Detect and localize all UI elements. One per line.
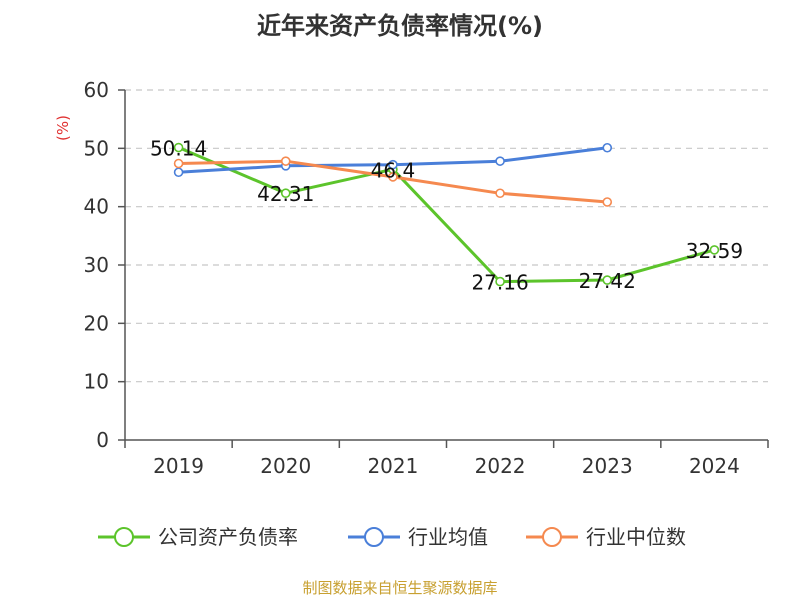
data-point-marker [173, 167, 184, 178]
data-label: 46.4 [371, 158, 416, 182]
legend-marker-icon [114, 527, 134, 547]
legend-marker-icon [364, 527, 384, 547]
data-point-marker [280, 188, 291, 198]
x-tick-label: 2020 [260, 454, 311, 478]
y-tick-label: 50 [84, 136, 109, 160]
data-label: 27.42 [579, 269, 636, 293]
y-tick-label: 60 [84, 78, 109, 102]
y-tick-label: 30 [84, 253, 109, 277]
data-label: 27.16 [471, 271, 528, 295]
x-tick-label: 2019 [153, 454, 204, 478]
y-tick-label: 0 [96, 428, 109, 452]
legend-label: 行业中位数 [586, 525, 686, 549]
data-label: 50.14 [150, 137, 207, 161]
x-tick-label: 2024 [689, 454, 740, 478]
y-tick-label: 10 [84, 370, 109, 394]
legend-marker-icon [542, 527, 562, 547]
data-point-marker [495, 188, 505, 199]
legend-label: 公司资产负债率 [158, 525, 298, 549]
legend: 公司资产负债率 行业均值 行业中位数 [98, 525, 686, 549]
data-point-marker [602, 142, 613, 153]
data-point-marker [602, 197, 613, 207]
series-line [177, 146, 716, 284]
data-point-marker [173, 142, 184, 153]
legend-label: 行业均值 [408, 525, 488, 549]
data-labels: 50.14 42.31 46.4 27.16 27.42 32.59 [150, 137, 743, 295]
data-point-marker [709, 245, 720, 255]
data-point-marker [388, 159, 398, 170]
x-tick-label: 2021 [367, 454, 418, 478]
axes: 0 10 20 30 40 50 60 2019 2020 2021 2022 2023 2024 [84, 78, 769, 478]
chart-title: 近年来资产负债率情况(%) [257, 12, 543, 40]
data-source-footer: 制图数据来自恒生聚源数据库 [302, 579, 497, 597]
data-label: 42.31 [257, 182, 314, 206]
data-point-marker [495, 156, 505, 166]
y-axis-unit-label: (%) [54, 115, 72, 141]
data-point-marker [280, 156, 291, 166]
data-point-marker [495, 276, 505, 287]
x-tick-label: 2022 [475, 454, 526, 478]
y-tick-label: 40 [84, 195, 109, 219]
series-lines [173, 142, 720, 287]
data-point-marker [388, 172, 398, 182]
y-tick-label: 20 [84, 311, 109, 335]
data-label: 32.59 [686, 239, 743, 263]
data-point-marker [602, 275, 613, 285]
grid-lines [125, 89, 768, 383]
data-point-marker [173, 158, 184, 169]
x-tick-label: 2023 [582, 454, 633, 478]
